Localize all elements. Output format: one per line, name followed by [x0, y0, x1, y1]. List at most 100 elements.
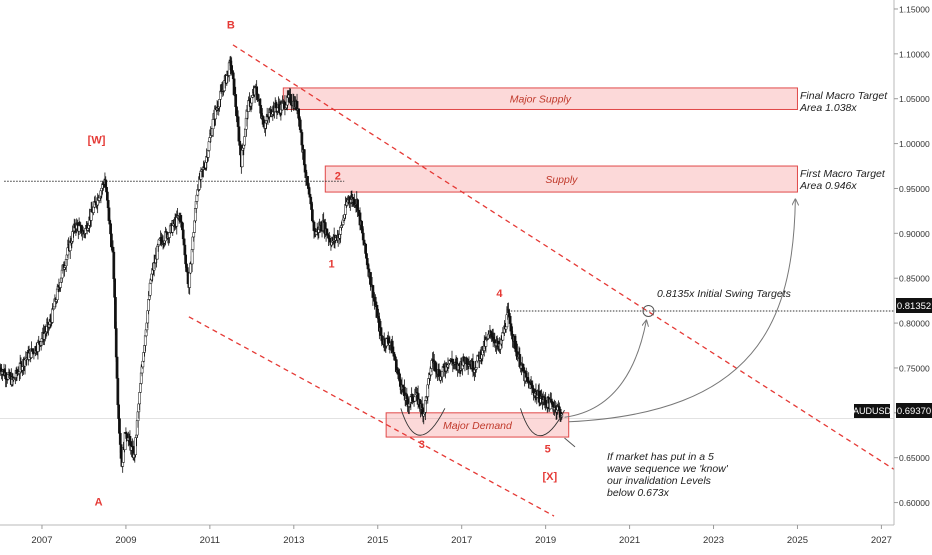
candle-body	[356, 199, 359, 213]
zone-label: Supply	[545, 174, 578, 186]
symbol-label: AUDUSD	[853, 406, 892, 416]
zone-label: Major Supply	[510, 94, 572, 106]
lines-layer	[4, 44, 895, 517]
invalidation-line4: below 0.673x	[607, 487, 670, 499]
zone-label: Major Demand	[443, 420, 513, 432]
candle-body	[147, 299, 150, 311]
x-tick-label: 2021	[619, 535, 640, 546]
candle-body	[302, 149, 306, 166]
wave-label: [X]	[542, 471, 557, 483]
wave-label: B	[227, 20, 235, 32]
y-tick-label: 1.10000	[899, 49, 930, 59]
first-target-line1: First Macro Target	[800, 168, 886, 180]
swing-price-tag	[896, 298, 932, 313]
y-tick-label: 0.90000	[899, 229, 930, 239]
y-tick-label: 0.60000	[899, 498, 930, 508]
candle-body	[230, 65, 234, 71]
x-tick-label: 2015	[367, 535, 388, 546]
candles-layer	[0, 55, 564, 473]
zone-box	[282, 87, 798, 110]
candle-body	[211, 119, 215, 130]
invalidation-line2: wave sequence we 'know'	[607, 463, 729, 475]
candle-body	[114, 328, 118, 358]
macro-target-arrow	[568, 199, 796, 423]
candle-body	[309, 196, 313, 205]
candle-body	[51, 308, 54, 323]
y-tick-label: 1.05000	[899, 94, 930, 104]
candle-body	[300, 132, 304, 146]
candle-body	[207, 141, 211, 151]
y-tick-label: 1.00000	[899, 139, 930, 149]
y-tick-label: 0.80000	[899, 319, 930, 329]
candle-body	[192, 232, 196, 238]
swing-target-arrow	[564, 320, 647, 418]
candle-body	[311, 209, 314, 222]
candle-body	[139, 383, 142, 393]
x-tick-label: 2007	[31, 535, 52, 546]
bottom-arc	[400, 408, 446, 436]
candle-body	[398, 373, 401, 380]
first-target-line2: Area 0.946x	[799, 180, 857, 192]
candle-body	[369, 272, 372, 285]
candle-body	[189, 262, 192, 274]
x-tick-label: 2017	[451, 535, 472, 546]
candle-body	[138, 392, 141, 405]
target-circle	[642, 304, 655, 317]
candle-body	[231, 72, 235, 80]
zone-box	[385, 412, 570, 438]
x-tick-label: 2013	[283, 535, 304, 546]
candle-body	[243, 136, 246, 146]
wave-label: 5	[545, 443, 551, 455]
overlays-layer: B [W] A 1 2 3 4 5 [X]	[88, 20, 796, 508]
candle-body	[256, 93, 259, 101]
invalidation-line3: our invalidation Levels	[607, 475, 712, 487]
candle-body	[148, 282, 152, 296]
time-axis[interactable]: 2007 2009 2011 2013 2015 2017 2019 2021 2023 2025…	[31, 525, 892, 546]
y-tick-label: 0.85000	[899, 274, 930, 284]
y-tick-label: 0.95000	[899, 184, 930, 194]
candle-body	[518, 354, 522, 367]
zone-box	[324, 165, 798, 193]
channel-line	[188, 316, 555, 517]
wave-label: [W]	[88, 135, 106, 147]
candle-body	[504, 326, 508, 330]
candle-body	[143, 335, 147, 346]
x-tick-label: 2009	[115, 535, 136, 546]
candle-body	[364, 243, 367, 254]
invalidation-line1: If market has put in a 5	[607, 451, 714, 463]
y-tick-label: 0.65000	[899, 453, 930, 463]
x-tick-label: 2019	[535, 535, 556, 546]
channel-line	[232, 44, 895, 470]
invalidation-pointer	[564, 437, 576, 448]
final-target-line1: Final Macro Target	[800, 90, 888, 102]
zones-layer: Major Supply Supply Major Demand	[282, 87, 798, 438]
swing-target-text: 0.8135x Initial Swing Targets	[657, 288, 792, 300]
wave-label: 4	[496, 288, 503, 300]
candle-body	[59, 282, 62, 288]
y-tick-label: 1.15000	[899, 4, 930, 14]
wave-label: 1	[329, 258, 335, 270]
candle-body	[188, 272, 192, 288]
wave-label: 3	[419, 439, 425, 451]
swing-price-label: 0.81352	[897, 301, 931, 312]
wave-label: 2	[335, 170, 341, 182]
last-price-label: 0.69370	[897, 406, 931, 417]
x-tick-label: 2027	[871, 535, 892, 546]
candle-body	[106, 200, 110, 209]
candle-body	[77, 225, 81, 232]
final-target-line2: Area 1.038x	[799, 102, 857, 114]
x-tick-label: 2025	[787, 535, 808, 546]
candle-body	[413, 396, 417, 402]
candle-body	[118, 418, 121, 434]
y-tick-label: 0.75000	[899, 363, 930, 373]
bottom-arc	[520, 408, 565, 437]
candle-body	[380, 335, 384, 341]
candle-body	[106, 191, 109, 201]
x-tick-label: 2023	[703, 535, 724, 546]
x-tick-label: 2011	[200, 535, 220, 546]
last-price-tag	[896, 403, 932, 418]
candle-body	[121, 462, 125, 467]
